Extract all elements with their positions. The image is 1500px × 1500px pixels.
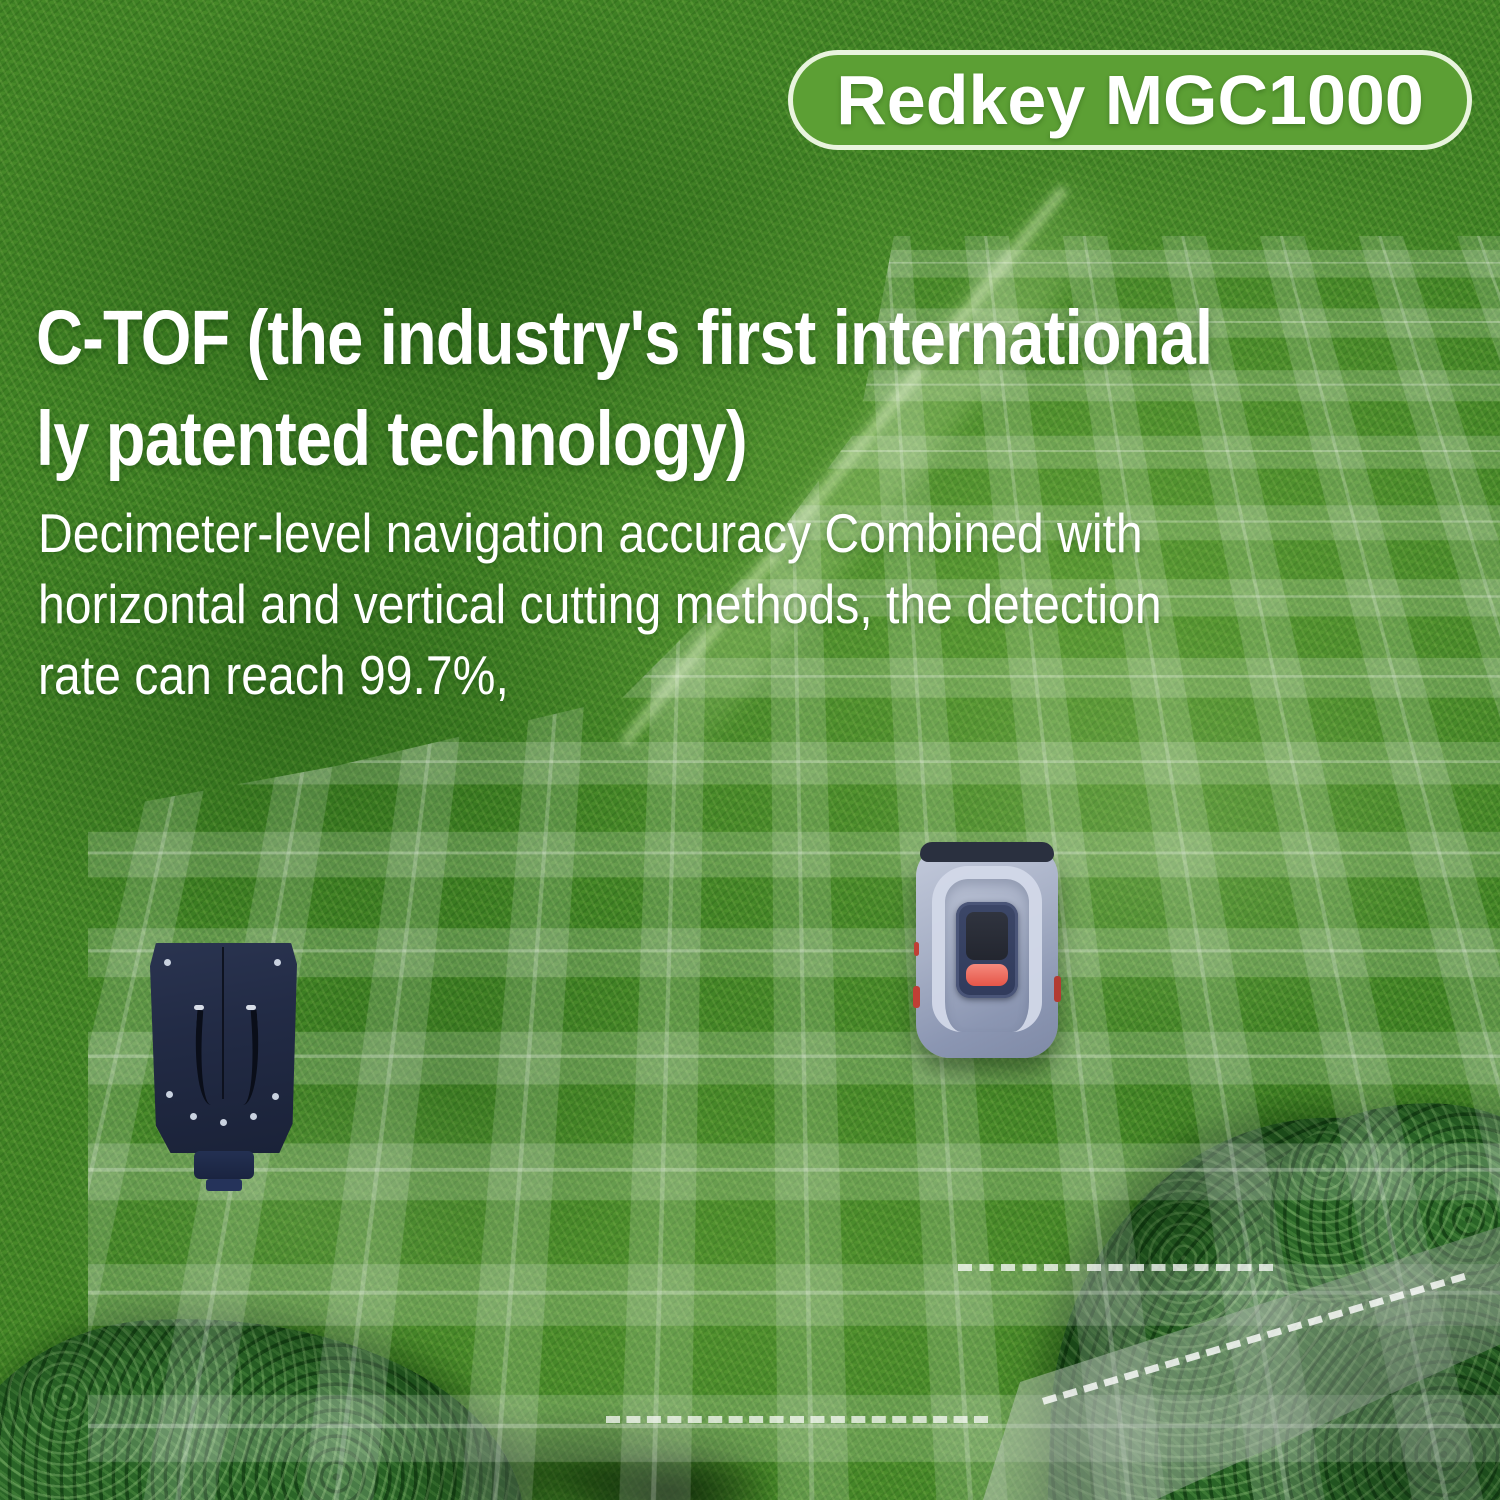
station-screws: [150, 943, 157, 950]
mower-display: [966, 912, 1008, 960]
hedge-bottom-left: [0, 1301, 527, 1500]
mower-red-accent: [913, 986, 920, 1008]
grass-light-patch: [40, 1050, 560, 1370]
body-copy-line-1: Decimeter-level navigation accuracy Comb…: [38, 502, 1143, 564]
product-badge-label: Redkey MGC1000: [836, 61, 1424, 139]
boundary-dashed-line: [958, 1264, 1273, 1271]
headline-line-2: ly patented technology): [36, 396, 748, 482]
station-dock-notch: [206, 1179, 242, 1191]
robot-mower: [913, 842, 1061, 1058]
station-rail-cap: [246, 1005, 256, 1010]
station-rail-cap: [194, 1005, 204, 1010]
boundary-dashed-line: [606, 1416, 988, 1423]
station-center-seam: [222, 947, 224, 1099]
headline-line-1: C-TOF (the industry's first internationa…: [36, 295, 1213, 381]
ground-shadow: [560, 1444, 780, 1500]
product-badge: Redkey MGC1000: [788, 50, 1472, 150]
station-dock-tab: [194, 1151, 254, 1179]
grass-dark-patch: [240, 860, 670, 1290]
body-copy-line-3: rate can reach 99.7%,: [38, 644, 509, 706]
mower-red-accent: [1054, 976, 1061, 1002]
headline: C-TOF (the industry's first internationa…: [36, 288, 1213, 490]
mower-front-bumper: [920, 842, 1054, 862]
mower-handle-arch: [932, 866, 1042, 1032]
mower-red-accent: [914, 942, 919, 956]
charging-station: [150, 943, 297, 1193]
mower-stop-button: [966, 964, 1008, 986]
body-copy: Decimeter-level navigation accuracy Comb…: [38, 498, 1162, 711]
body-copy-line-2: horizontal and vertical cutting methods,…: [38, 573, 1162, 635]
